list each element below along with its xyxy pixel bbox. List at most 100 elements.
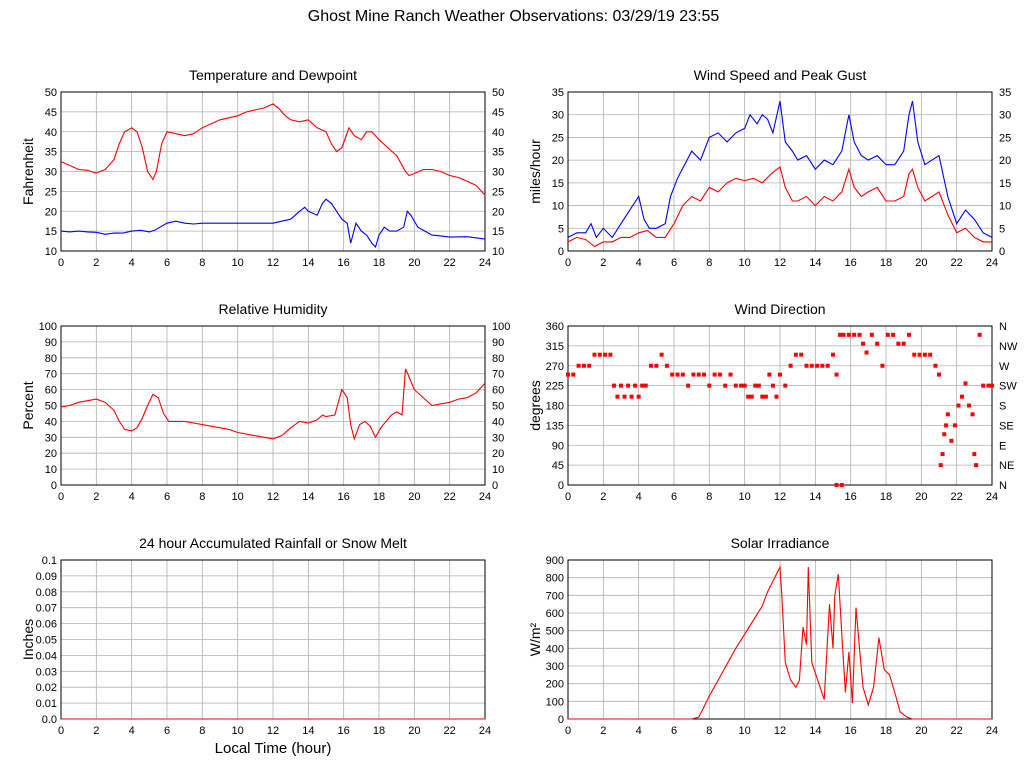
y-tick-label: 25 <box>45 186 57 198</box>
y-tick-label: 0.07 <box>36 603 57 615</box>
y-right-tick-label: N <box>999 480 1007 492</box>
x-axis-label: Local Time (hour) <box>215 740 332 757</box>
x-tick-label: 16 <box>338 725 350 737</box>
y-tick-label: 60 <box>45 385 57 397</box>
x-tick-label: 18 <box>373 725 385 737</box>
x-tick-label: 22 <box>444 257 456 269</box>
x-tick-label: 0 <box>565 725 571 737</box>
data-point <box>990 383 994 388</box>
x-tick-label: 6 <box>671 257 677 269</box>
y-tick-label: 15 <box>45 226 57 238</box>
chart-title: Temperature and Dewpoint <box>189 67 357 83</box>
data-point <box>717 372 722 377</box>
data-point <box>686 383 691 388</box>
data-point <box>733 383 738 388</box>
data-point <box>566 372 570 377</box>
x-tick-label: 14 <box>809 491 821 503</box>
data-point <box>799 352 804 357</box>
y-tick-label: 80 <box>45 353 57 365</box>
y-tick-label: 30 <box>552 110 564 122</box>
data-point <box>664 363 669 368</box>
data-point <box>972 452 977 457</box>
y-right-tick-label: NW <box>999 341 1018 353</box>
data-point <box>875 341 880 346</box>
x-tick-label: 12 <box>267 725 279 737</box>
y-axis-label: Percent <box>20 381 36 429</box>
x-tick-label: 10 <box>232 725 244 737</box>
y-right-tick-label: 15 <box>999 178 1011 190</box>
data-point <box>756 383 761 388</box>
data-point <box>967 403 972 408</box>
x-tick-label: 4 <box>636 257 642 269</box>
series-line <box>60 368 486 441</box>
y-tick-label: 100 <box>546 696 564 708</box>
y-tick-label: 45 <box>552 460 564 472</box>
data-point <box>767 372 772 377</box>
plot-frame <box>60 91 486 252</box>
data-point <box>917 352 922 357</box>
x-tick-label: 18 <box>880 491 892 503</box>
y-right-tick-label: 30 <box>492 432 504 444</box>
x-tick-label: 12 <box>774 257 786 269</box>
x-tick-label: 6 <box>671 725 677 737</box>
series-line <box>567 166 992 248</box>
data-point <box>783 383 788 388</box>
data-point <box>763 394 768 399</box>
x-tick-label: 24 <box>479 257 491 269</box>
y-right-tick-label: 20 <box>999 155 1011 167</box>
data-point <box>880 363 885 368</box>
x-tick-label: 2 <box>600 257 606 269</box>
x-tick-label: 24 <box>479 491 491 503</box>
data-point <box>691 372 696 377</box>
data-point <box>922 352 927 357</box>
data-point <box>959 394 964 399</box>
y-tick-label: 0.06 <box>36 619 57 631</box>
x-tick-label: 4 <box>636 725 642 737</box>
data-point <box>901 341 906 346</box>
x-tick-label: 22 <box>951 491 963 503</box>
x-tick-label: 0 <box>565 257 571 269</box>
data-point <box>576 363 581 368</box>
data-point <box>749 394 754 399</box>
x-tick-label: 6 <box>164 257 170 269</box>
data-point <box>912 352 917 357</box>
data-point <box>986 383 991 388</box>
series-line <box>568 565 992 720</box>
y-right-tick-label: 60 <box>492 385 504 397</box>
data-point <box>626 383 631 388</box>
y-right-tick-label: S <box>999 401 1006 413</box>
x-tick-label: 2 <box>93 257 99 269</box>
series-line <box>60 198 486 249</box>
y-right-tick-label: 35 <box>999 87 1011 99</box>
y-tick-label: 0 <box>558 480 564 492</box>
data-point <box>680 372 685 377</box>
chart-title: Solar Irradiance <box>731 535 830 551</box>
y-right-tick-label: 5 <box>999 223 1005 235</box>
data-point <box>933 363 938 368</box>
data-point <box>891 332 896 337</box>
y-right-tick-label: 100 <box>492 321 510 333</box>
y-right-tick-label: 30 <box>999 110 1011 122</box>
y-tick-label: 100 <box>39 321 57 333</box>
y-tick-label: 35 <box>552 87 564 99</box>
y-tick-label: 0.1 <box>42 555 57 567</box>
x-tick-label: 20 <box>408 257 420 269</box>
chart-title: 24 hour Accumulated Rainfall or Snow Mel… <box>139 535 407 551</box>
data-point <box>970 412 975 417</box>
data-point <box>937 372 941 377</box>
y-tick-label: 0.05 <box>36 635 57 647</box>
y-tick-label: 200 <box>546 679 564 691</box>
y-right-tick-label: 50 <box>492 401 504 413</box>
x-tick-label: 10 <box>739 257 751 269</box>
y-right-tick-label: 0 <box>492 480 498 492</box>
data-point <box>942 432 947 437</box>
data-point <box>675 372 680 377</box>
data-point <box>649 363 654 368</box>
data-point <box>977 332 982 337</box>
data-point <box>839 483 844 487</box>
y-right-tick-label: 80 <box>492 353 504 365</box>
data-point <box>753 383 758 388</box>
y-right-tick-label: 30 <box>492 167 504 179</box>
y-tick-label: 360 <box>546 321 564 333</box>
data-point <box>746 394 751 399</box>
